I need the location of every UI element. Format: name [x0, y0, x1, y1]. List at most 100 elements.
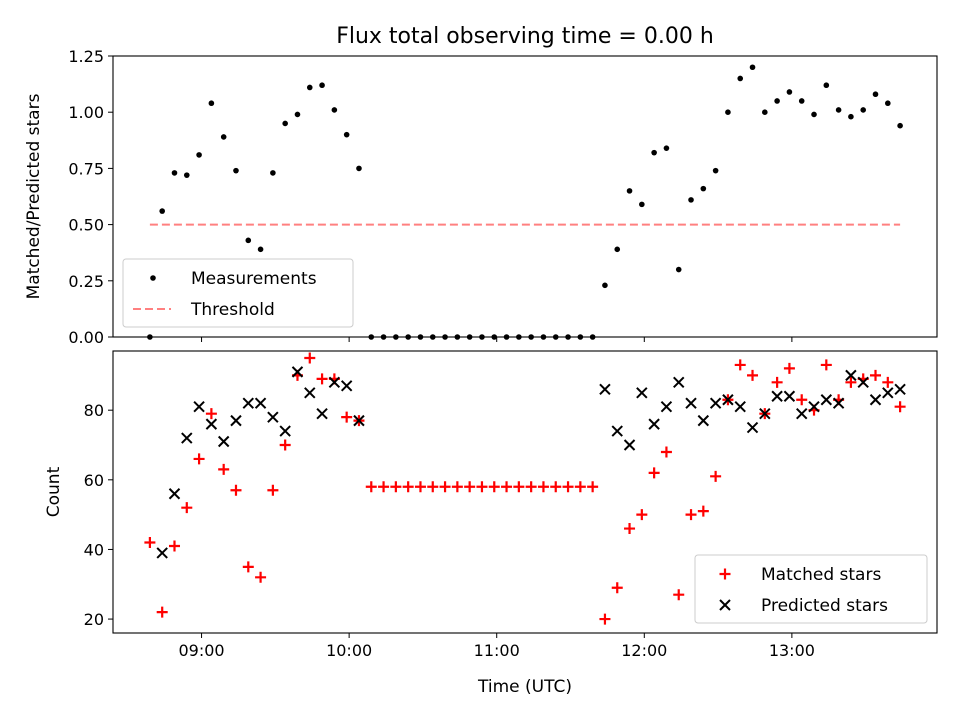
predicted-star-point [673, 376, 685, 389]
predicted-star-point [771, 390, 783, 402]
measurement-point [786, 89, 793, 95]
legend-label: Measurements [191, 269, 317, 289]
x-tick-label: 12:00 [621, 641, 667, 660]
predicted-star-point [242, 397, 254, 409]
matched-star-point [439, 481, 451, 493]
predicted-star-point [304, 387, 316, 399]
legend-label: Threshold [190, 300, 275, 320]
measurement-point [282, 120, 288, 127]
measurement-point [614, 246, 621, 253]
predicted-star-point [685, 397, 697, 409]
y-tick-label: 0.25 [68, 272, 104, 291]
predicted-star-point [181, 432, 193, 444]
matched-star-point [267, 484, 279, 496]
measurement-point [626, 188, 633, 194]
matched-star-point [513, 481, 525, 493]
matched-star-point [587, 481, 599, 493]
measurement-point [257, 246, 264, 253]
measurement-point [700, 185, 707, 192]
matched-star-point [402, 481, 414, 493]
measurement-point [183, 172, 190, 178]
matched-star-point [673, 589, 685, 601]
matched-star-point [168, 540, 180, 552]
predicted-star-point [832, 397, 845, 409]
matched-star-point [624, 523, 636, 535]
measurement-point [331, 107, 338, 113]
y-axis-label: Count [44, 466, 64, 517]
legend-matched-swatch [719, 568, 731, 580]
predicted-star-point [722, 394, 734, 406]
matched-star-point [242, 561, 254, 573]
legend-label: Predicted stars [761, 596, 888, 616]
measurement-point [762, 109, 768, 115]
predicted-star-point [697, 414, 710, 427]
matched-star-point [304, 352, 316, 364]
matched-star-point [685, 509, 697, 521]
matched-star-point [734, 359, 746, 371]
matched-star-point [870, 369, 882, 381]
legend-label: Matched stars [761, 565, 881, 585]
matched-star-point [476, 481, 488, 493]
matched-star-point [562, 481, 574, 493]
measurement-point [798, 98, 805, 104]
y-tick-label: 1.25 [68, 47, 104, 66]
matched-star-point [599, 613, 611, 625]
matched-star-point [230, 484, 242, 496]
matched-star-point [255, 571, 267, 583]
matched-star-point [636, 509, 648, 521]
y-tick-label: 0.50 [68, 216, 104, 235]
measurement-point [639, 201, 645, 208]
measurement-point [208, 100, 215, 107]
predicted-star-point [636, 387, 648, 399]
matched-star-point [660, 446, 672, 458]
measurement-point [737, 75, 744, 82]
predicted-star-point [267, 411, 279, 423]
predicted-star-point [648, 418, 660, 430]
predicted-star-point [291, 366, 304, 378]
measurement-point [675, 266, 682, 273]
matched-star-point [771, 376, 783, 388]
predicted-star-point [168, 488, 181, 500]
measurement-point [823, 82, 830, 89]
measurement-point [159, 208, 165, 214]
axes-frame [112, 350, 938, 634]
matched-star-point [427, 481, 439, 493]
matched-star-point [845, 376, 857, 388]
predicted-star-point [611, 425, 623, 437]
legend: Measurements Threshold [122, 258, 354, 328]
measurement-point [725, 109, 731, 115]
predicted-star-point [709, 397, 722, 409]
measurement-point [306, 84, 313, 91]
matched-star-point [783, 362, 795, 374]
measurement-point [245, 237, 252, 244]
matched-star-point [193, 453, 205, 465]
matched-star-point [341, 411, 353, 423]
measurement-point [688, 197, 694, 203]
y-tick-label: 40 [84, 540, 104, 559]
predicted-star-point [230, 414, 242, 427]
figure-title: Flux total observing time = 0.00 h [336, 24, 714, 49]
measurement-point [860, 107, 867, 113]
predicted-star-point [857, 376, 869, 389]
predicted-star-point [254, 397, 267, 409]
measurement-point [171, 170, 178, 176]
x-tick-label: 11:00 [474, 641, 520, 660]
y-tick-label: 60 [84, 471, 104, 490]
measurement-point [196, 152, 202, 158]
y-tick-label: 0.00 [68, 328, 104, 347]
matched-star-point [697, 505, 709, 517]
measurement-point [774, 98, 780, 104]
matched-star-point [316, 373, 328, 385]
matched-star-point [550, 481, 562, 493]
predicted-star-point [328, 376, 341, 389]
predicted-star-point [882, 387, 894, 399]
predicted-star-point [599, 383, 611, 396]
legend-predicted-swatch [719, 599, 731, 611]
legend-box [694, 554, 928, 624]
predicted-star-point [193, 400, 205, 413]
predicted-star-point [808, 400, 820, 413]
x-axis-label: Time (UTC) [477, 677, 572, 697]
y-tick-label: 80 [84, 401, 104, 420]
predicted-star-point [217, 435, 230, 448]
